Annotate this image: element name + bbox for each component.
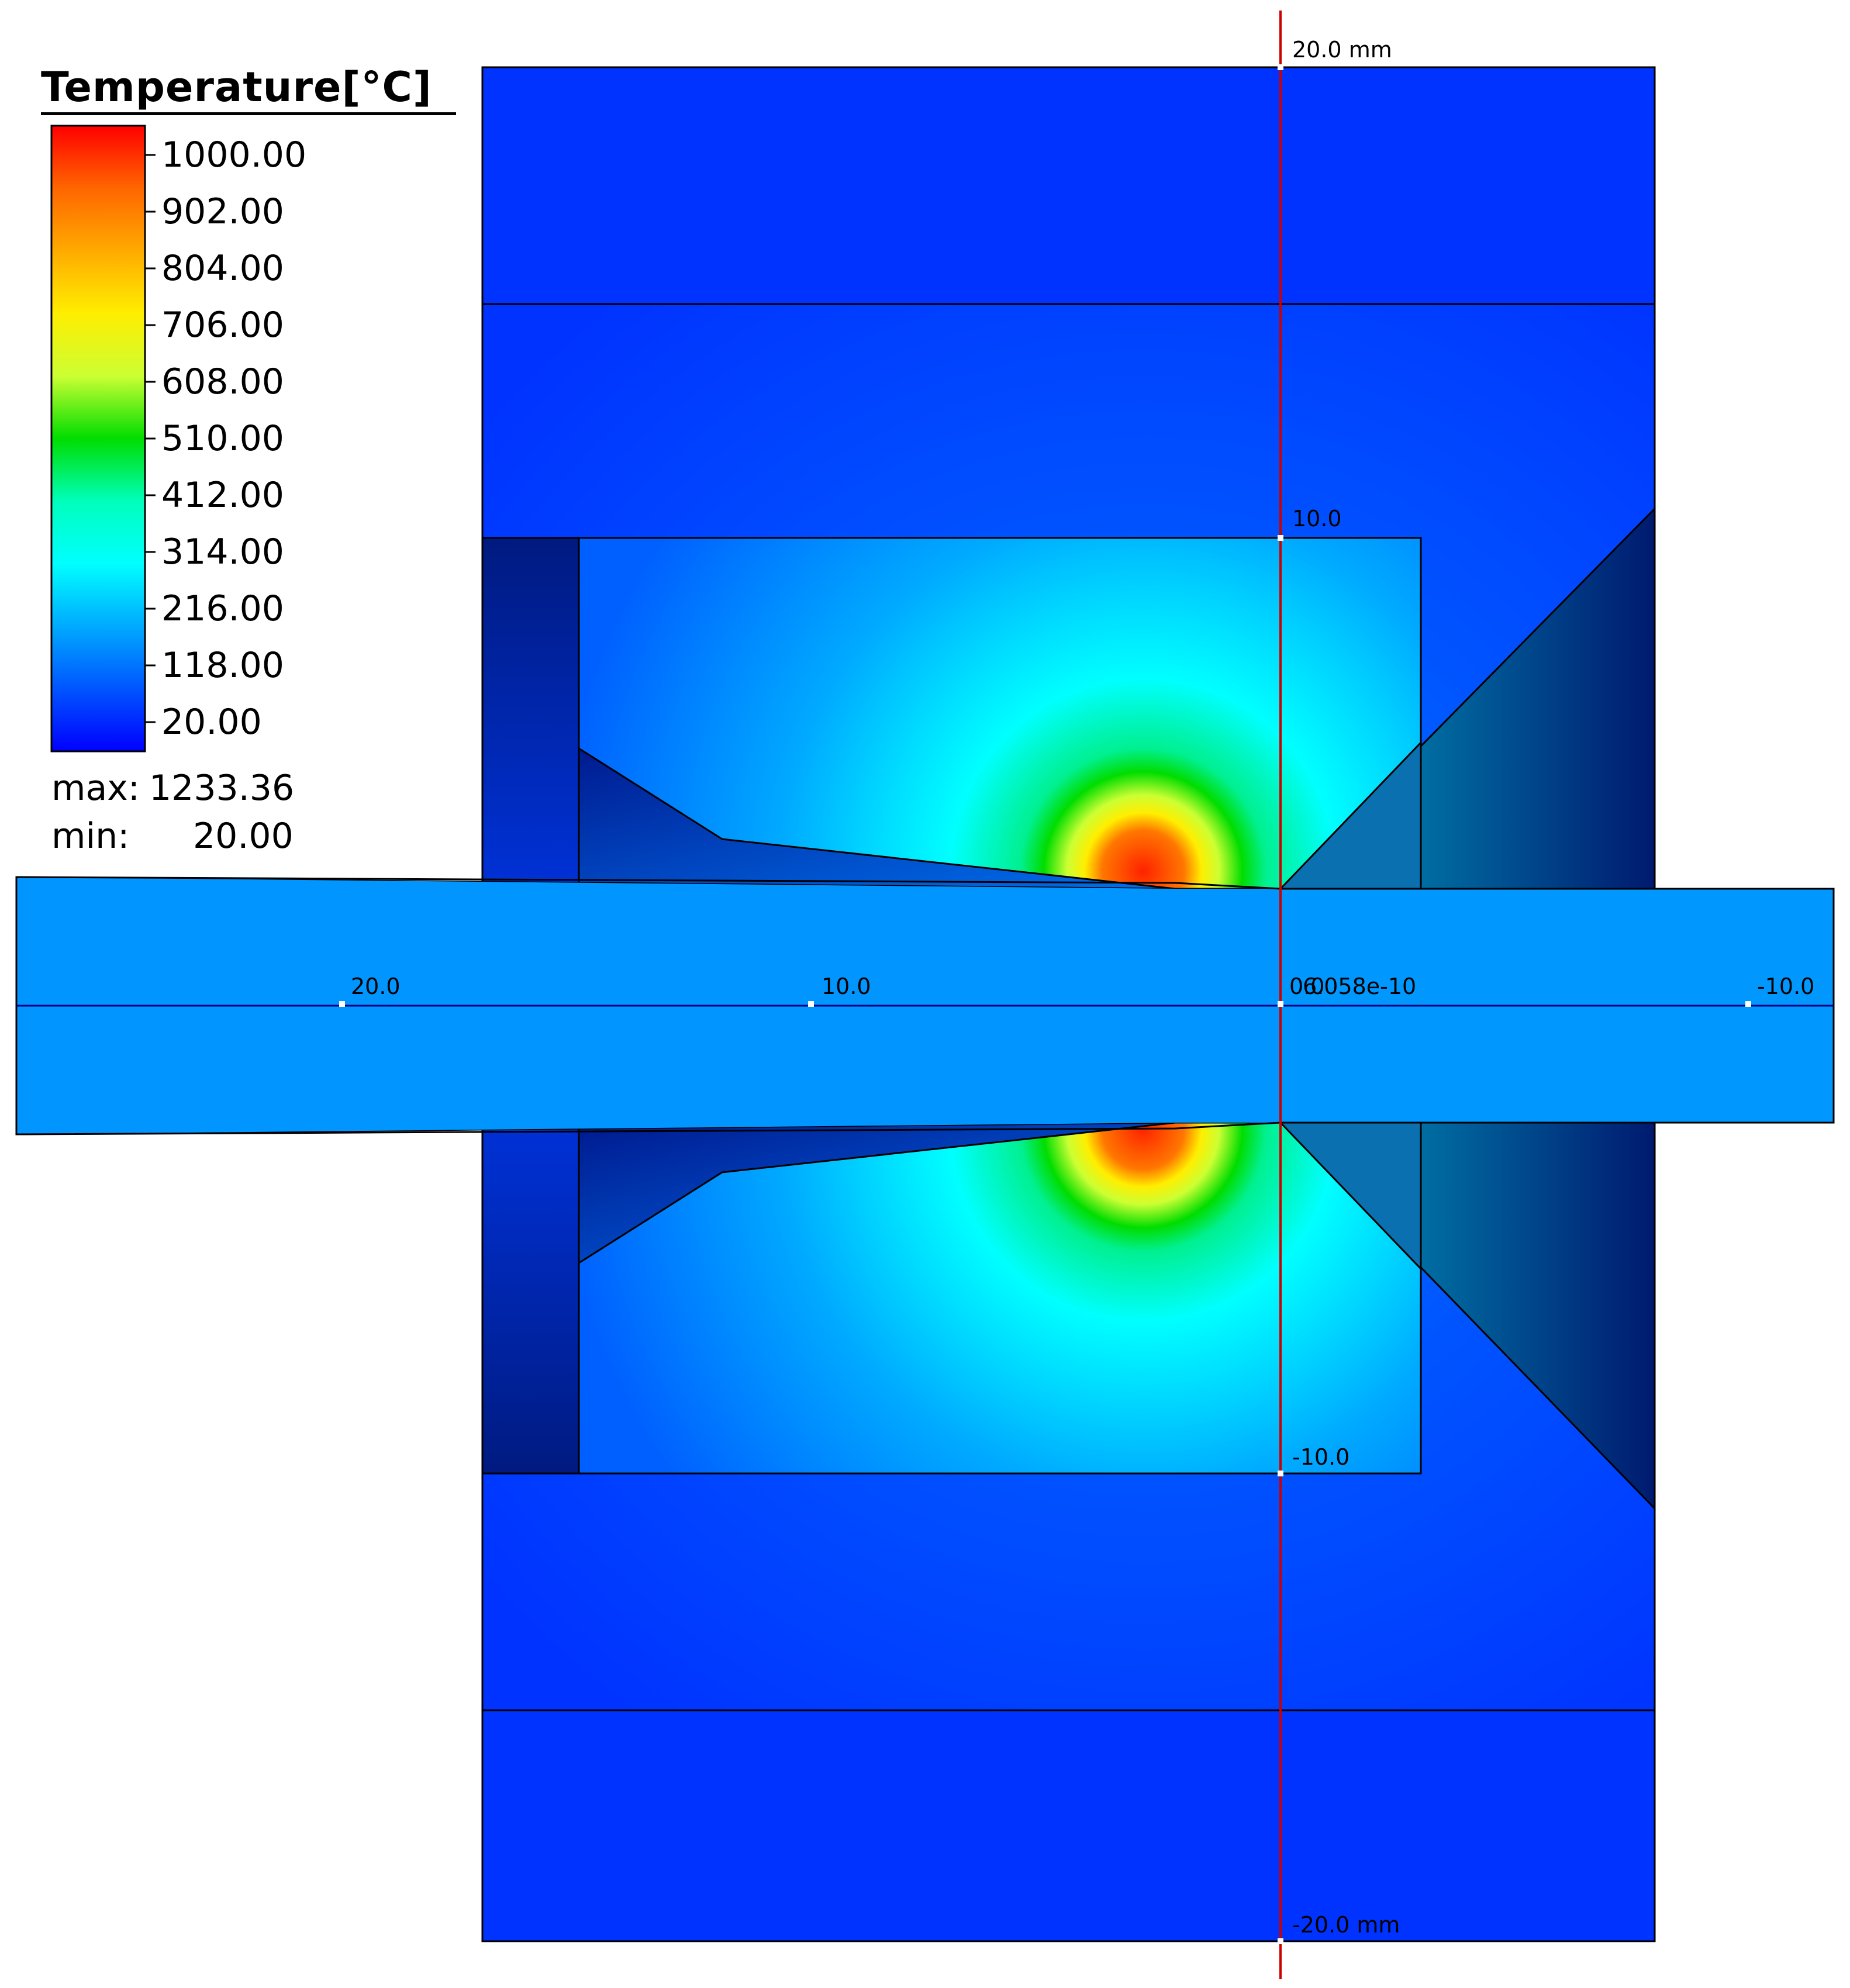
- y-tick-neg10: [1278, 1471, 1283, 1476]
- legend-tick-label: 118.00: [161, 645, 284, 686]
- x-label-neg10: -10.0: [1757, 974, 1814, 999]
- min-value: 20.00: [193, 816, 294, 857]
- legend-tick-label: 314.00: [161, 531, 284, 572]
- rod-outline: [15, 876, 1835, 1135]
- y-tick-neg20: [1278, 1938, 1283, 1944]
- legend-tick-label: 412.00: [161, 475, 284, 516]
- legend-title: Temperature[°C]: [41, 63, 432, 111]
- min-label: min:: [51, 816, 130, 857]
- x-tick-10: [808, 1001, 814, 1007]
- x-label-origin: 0.0: [1289, 974, 1324, 999]
- legend-tick-label: 1000.00: [161, 134, 307, 175]
- y-label-10: 10.0: [1292, 506, 1342, 531]
- max-value: 1233.36: [149, 768, 295, 809]
- legend-tick-label: 608.00: [161, 361, 284, 402]
- top-cap: [481, 66, 1656, 305]
- legend-tick-label: 804.00: [161, 248, 284, 289]
- bottom-cap: [481, 1709, 1656, 1942]
- legend-ticks: [145, 154, 156, 723]
- legend-tick-label: 706.00: [161, 305, 284, 346]
- legend-tick-label: 510.00: [161, 418, 284, 459]
- y-label-top: 20.0 mm: [1292, 37, 1392, 63]
- y-tick-20: [1278, 64, 1283, 70]
- x-label-origin-overlap: 6.058e-10: [1303, 974, 1416, 999]
- x-label-20: 20.0: [351, 974, 401, 999]
- x-tick-20: [339, 1001, 345, 1007]
- legend-colorbar: [50, 125, 146, 753]
- x-tick-neg10: [1745, 1001, 1751, 1007]
- y-label-bottom: -20.0 mm: [1292, 1912, 1400, 1938]
- legend-tick-label: 902.00: [161, 191, 284, 232]
- x-tick-0: [1278, 1001, 1283, 1007]
- legend-tick-label: 216.00: [161, 588, 284, 629]
- legend-underline: [41, 112, 456, 115]
- x-label-10: 10.0: [822, 974, 871, 999]
- max-label: max:: [51, 768, 140, 809]
- y-tick-10: [1278, 535, 1283, 541]
- y-label-neg10: -10.0: [1292, 1444, 1349, 1470]
- legend-tick-label: 20.00: [161, 702, 262, 743]
